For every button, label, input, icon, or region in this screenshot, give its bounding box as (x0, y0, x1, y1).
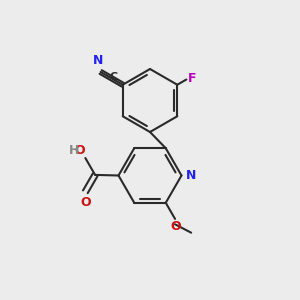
Text: N: N (186, 169, 196, 182)
Text: O: O (170, 220, 181, 233)
Text: C: C (110, 72, 118, 82)
Text: O: O (80, 196, 91, 209)
Text: N: N (93, 55, 104, 68)
Text: O: O (74, 143, 85, 157)
Text: F: F (188, 72, 197, 85)
Text: H: H (68, 143, 79, 157)
